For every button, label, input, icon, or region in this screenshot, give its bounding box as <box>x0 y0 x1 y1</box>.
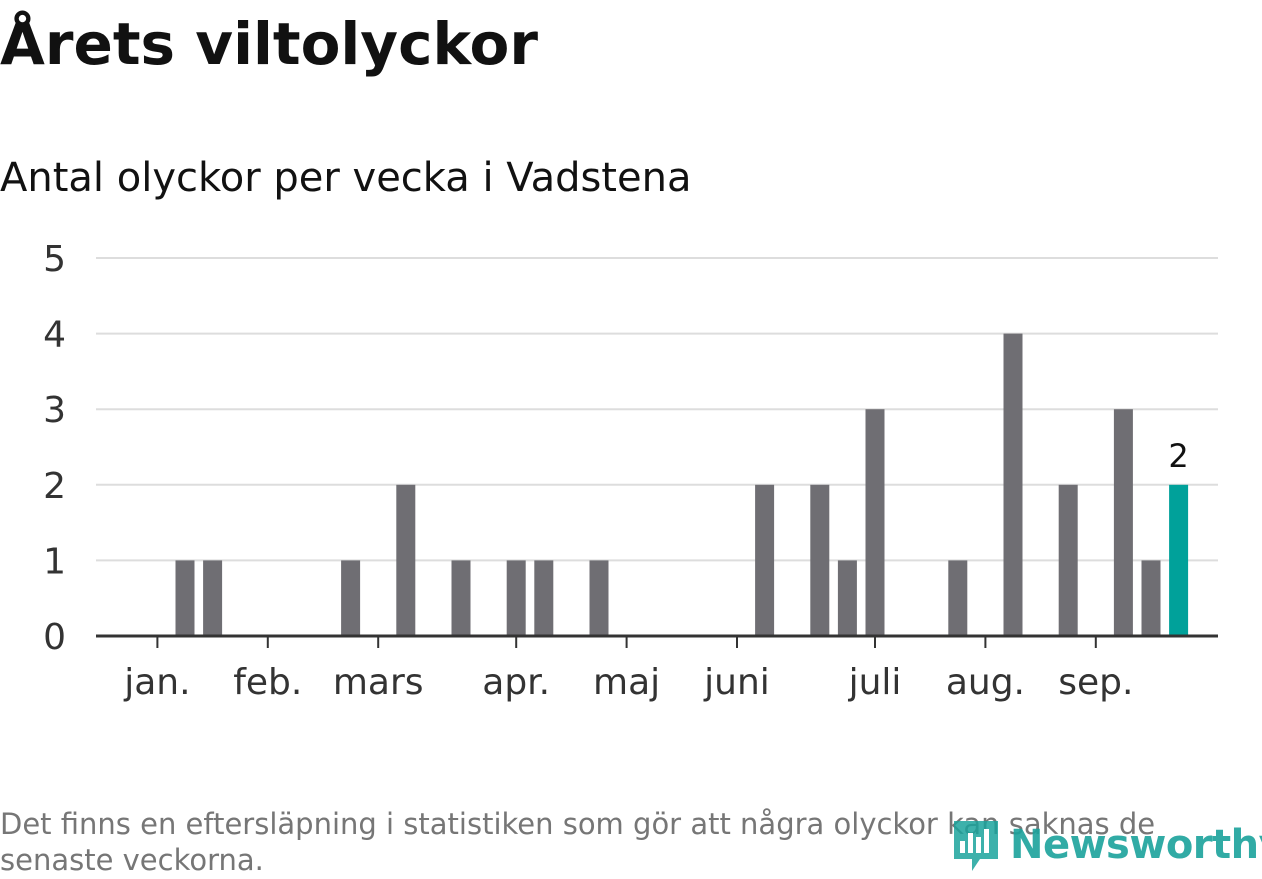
x-tick-label: apr. <box>482 662 550 703</box>
bar <box>534 560 554 636</box>
bar <box>589 560 609 636</box>
bar <box>506 560 526 636</box>
bar <box>1003 333 1023 636</box>
highlight-bar <box>1169 484 1189 636</box>
bar-chart-logo-icon <box>954 821 998 871</box>
y-tick-label: 5 <box>43 239 66 280</box>
data-label: 2 <box>1168 437 1188 475</box>
bar <box>1141 560 1161 636</box>
x-tick-label: mars <box>333 662 424 703</box>
bar <box>865 409 885 636</box>
bar <box>341 560 361 636</box>
x-tick-label: juli <box>848 662 902 703</box>
bar <box>755 484 775 636</box>
bar <box>837 560 857 636</box>
x-tick-label: jan. <box>123 662 190 703</box>
bar <box>451 560 471 636</box>
chart-subtitle: Antal olyckor per vecka i Vadstena <box>0 155 692 201</box>
y-tick-label: 4 <box>43 315 66 356</box>
bar <box>1058 484 1078 636</box>
y-tick-label: 1 <box>43 541 66 582</box>
x-tick-label: sep. <box>1058 662 1133 703</box>
y-tick-label: 3 <box>43 390 66 431</box>
logo-text: Newsworthy <box>1010 822 1262 868</box>
bar <box>948 560 968 636</box>
bar <box>810 484 830 636</box>
y-tick-label: 0 <box>43 617 66 658</box>
x-tick-label: aug. <box>946 662 1025 703</box>
bar <box>203 560 223 636</box>
bar <box>1113 409 1133 636</box>
bar <box>175 560 195 636</box>
bar <box>396 484 416 636</box>
bar-chart: 0 1 2 3 4 5 2 jan. feb. mars apr. maj juni juli aug. se… <box>43 239 1218 703</box>
x-tick-label: juni <box>703 662 770 703</box>
chart-title: Årets viltolyckor <box>0 10 538 78</box>
y-tick-label: 2 <box>43 466 66 507</box>
x-tick-label: maj <box>593 662 660 703</box>
x-tick-label: feb. <box>233 662 302 703</box>
newsworthy-logo: Newsworthy <box>950 815 1262 875</box>
